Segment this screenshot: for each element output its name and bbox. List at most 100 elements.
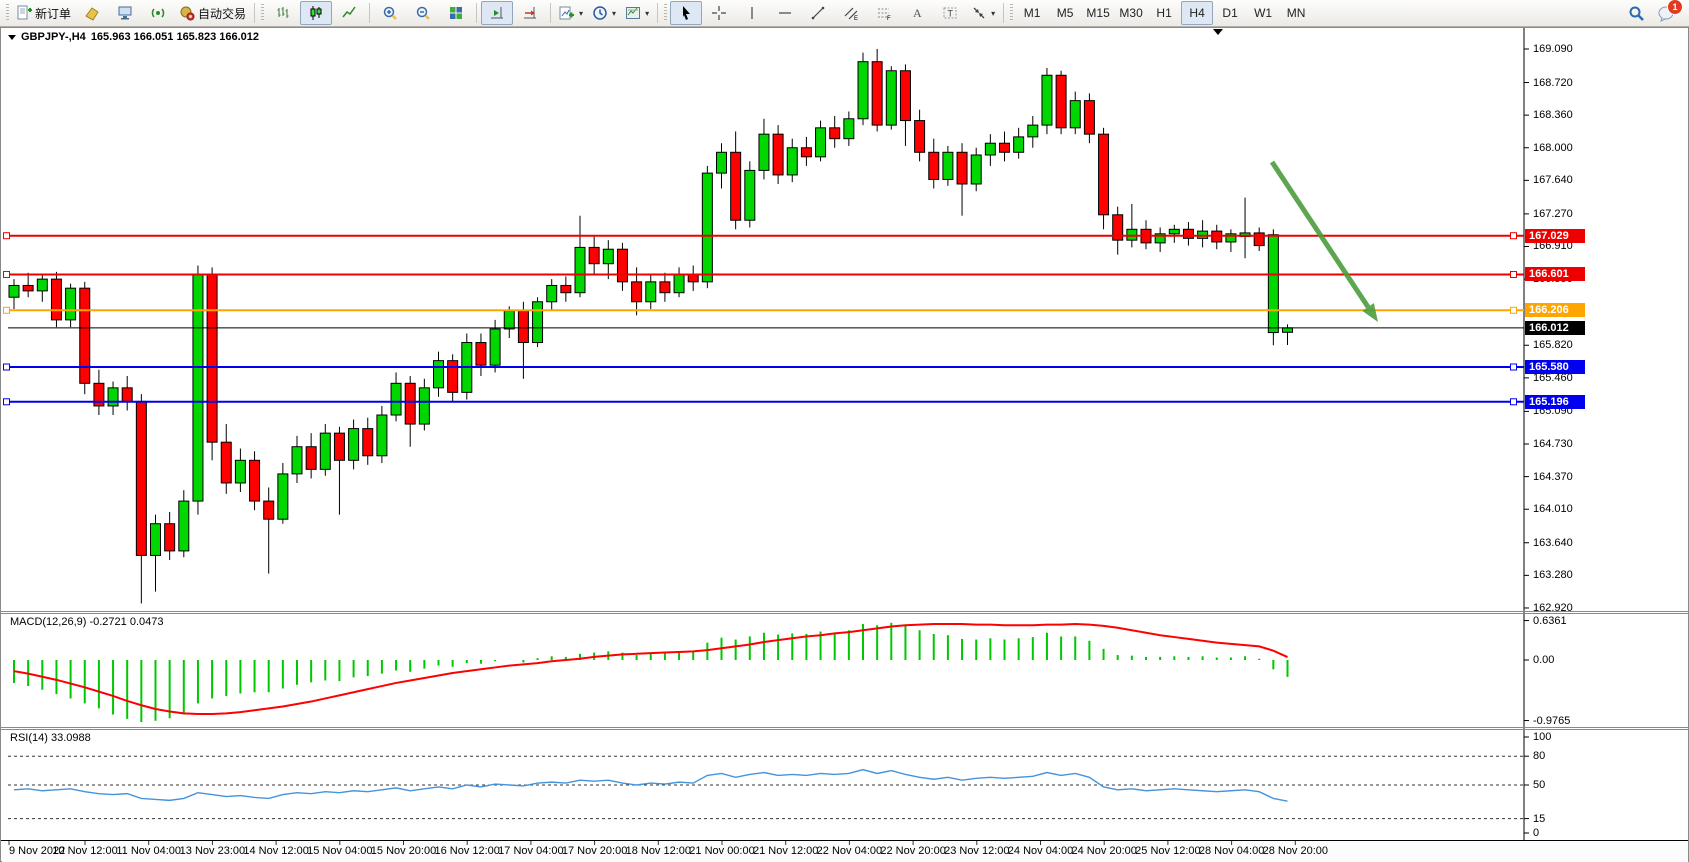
candle-body — [1168, 228, 1180, 235]
candle-body — [914, 120, 926, 153]
rsi-axis-tick: 80 — [1533, 750, 1546, 763]
price-axis-tick: 162.920 — [1533, 601, 1573, 614]
time-axis-label: 17 Nov 20:00 — [561, 845, 628, 857]
price-axis-tick: 167.640 — [1533, 174, 1573, 187]
candle-body — [942, 151, 954, 180]
terminal-button[interactable] — [109, 1, 141, 25]
bar-chart-icon — [275, 5, 291, 21]
arrows-tool-button[interactable]: ▾ — [967, 1, 999, 25]
auto-scroll-button[interactable] — [481, 1, 514, 25]
candle-body — [1098, 133, 1110, 216]
timeframe-button-m30[interactable]: M30 — [1115, 1, 1147, 25]
candle-body — [1027, 124, 1039, 138]
candle-body — [1253, 232, 1265, 247]
price-axis-tick: 164.010 — [1533, 503, 1573, 516]
signals-button[interactable] — [142, 1, 174, 25]
candle-body — [489, 328, 501, 366]
candle-body — [701, 172, 713, 283]
candle-body — [333, 432, 345, 461]
rsi-line — [13, 768, 1288, 802]
trendline-button[interactable] — [802, 1, 834, 25]
chart-title[interactable]: GBPJPY-,H4 165.963 166.051 165.823 166.0… — [8, 31, 259, 43]
line-chart-button[interactable] — [333, 1, 365, 25]
time-axis-label: 21 Nov 12:00 — [752, 845, 819, 857]
line-handle — [3, 232, 10, 240]
timeframe-button-d1[interactable]: D1 — [1214, 1, 1246, 25]
candle-body — [857, 61, 869, 120]
new-order-button[interactable]: 新订单 — [12, 1, 75, 25]
periods-button[interactable]: ▾ — [588, 1, 620, 25]
time-axis-label: 17 Nov 04:00 — [498, 845, 564, 857]
line-handle — [1510, 306, 1517, 314]
time-axis[interactable] — [2, 842, 1688, 862]
templates-button[interactable]: ▾ — [621, 1, 653, 25]
fibonacci-button[interactable]: F — [868, 1, 900, 25]
zoom-out-button[interactable] — [407, 1, 439, 25]
candle-body — [1182, 228, 1194, 239]
timeframe-button-m5[interactable]: M5 — [1049, 1, 1081, 25]
label-tool-button[interactable]: T — [934, 1, 966, 25]
autotrading-button[interactable]: 自动交易 — [175, 1, 250, 25]
label-tool-icon: T — [942, 5, 958, 21]
candle-body — [1267, 234, 1279, 334]
line-handle — [3, 306, 10, 314]
candle-body — [121, 387, 133, 402]
candle-body — [362, 428, 374, 457]
candle-body — [588, 246, 600, 265]
candle-body — [1055, 74, 1067, 129]
cursor-button[interactable] — [670, 1, 703, 25]
candle-body — [517, 310, 529, 344]
zoom-in-button[interactable] — [374, 1, 406, 25]
eraser-button[interactable] — [76, 1, 108, 25]
time-axis-label: 24 Nov 04:00 — [1007, 845, 1074, 857]
time-axis-label: 25 Nov 12:00 — [1135, 845, 1201, 857]
candle-body — [1069, 100, 1081, 129]
chart-shift-button[interactable] — [514, 1, 546, 25]
candle-body — [404, 382, 416, 425]
candle-body — [758, 133, 770, 171]
timeframe-label: H4 — [1189, 6, 1205, 20]
cursor-icon — [678, 5, 694, 21]
bar-chart-button[interactable] — [267, 1, 299, 25]
candlestick-chart-button[interactable] — [300, 1, 333, 25]
time-axis-label: 22 Nov 04:00 — [816, 845, 883, 857]
search-icon[interactable] — [1628, 5, 1645, 22]
zoom-in-icon — [382, 5, 398, 21]
candle-body — [36, 278, 48, 292]
line-handle — [1510, 363, 1517, 371]
notifications-button[interactable]: 1 — [1657, 0, 1683, 22]
candle-body — [928, 151, 940, 180]
indicators-button[interactable]: ▾ — [555, 1, 587, 25]
vertical-line-button[interactable] — [736, 1, 768, 25]
rsi-axis-tick: 15 — [1533, 812, 1546, 825]
text-tool-button[interactable]: A — [901, 1, 933, 25]
new-order-label: 新订单 — [35, 6, 72, 21]
timeframe-button-h4[interactable]: H4 — [1181, 1, 1214, 25]
candle-body — [984, 142, 996, 156]
price-axis-tick: 165.460 — [1533, 371, 1573, 384]
trend-arrow-annotation — [1269, 160, 1371, 309]
timeframe-button-w1[interactable]: W1 — [1247, 1, 1279, 25]
templates-icon — [625, 5, 641, 21]
timeframe-button-m15[interactable]: M15 — [1082, 1, 1114, 25]
candle-body — [390, 382, 402, 416]
candle-body — [546, 284, 558, 303]
horizontal-line-button[interactable] — [769, 1, 801, 25]
price-line-tag: 165.580 — [1525, 359, 1585, 374]
timeframe-button-h1[interactable]: H1 — [1148, 1, 1180, 25]
price-axis-tick: 163.280 — [1533, 569, 1573, 582]
price-axis-tick: 163.640 — [1533, 536, 1573, 549]
candle-body — [673, 274, 685, 294]
candle-body — [150, 523, 161, 556]
chart-window[interactable] — [0, 27, 1689, 862]
candle-body — [50, 278, 62, 321]
timeframe-button-m1[interactable]: M1 — [1016, 1, 1048, 25]
crosshair-button[interactable] — [703, 1, 735, 25]
svg-text:F: F — [887, 16, 891, 21]
channel-button[interactable]: E — [835, 1, 867, 25]
candle-body — [843, 118, 855, 140]
timeframe-button-mn[interactable]: MN — [1280, 1, 1312, 25]
tile-windows-button[interactable] — [440, 1, 472, 25]
autotrading-icon — [179, 5, 195, 21]
